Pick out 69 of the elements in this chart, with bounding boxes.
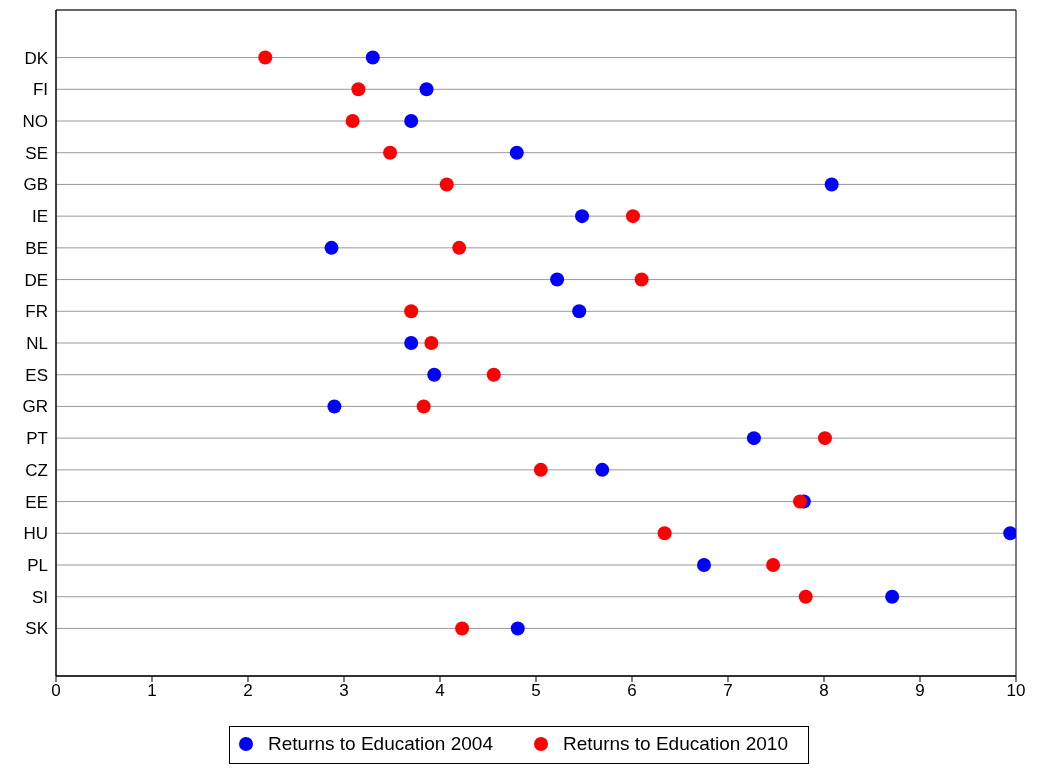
point — [595, 462, 610, 477]
point — [824, 177, 839, 192]
point — [798, 589, 813, 604]
y-tick-label: ES — [25, 365, 48, 385]
y-tick-label: SI — [31, 587, 48, 607]
y-tick-label: NL — [26, 334, 48, 354]
y-tick-label: IE — [31, 207, 48, 227]
x-tick-label: 10 — [1006, 681, 1026, 701]
point — [424, 336, 439, 350]
x-tick-label: 7 — [723, 681, 733, 701]
point — [258, 50, 273, 65]
y-tick-label: CZ — [25, 460, 48, 480]
x-tick-label: 0 — [51, 681, 61, 701]
point — [550, 272, 565, 287]
legend-label: Returns to Education 2004 — [268, 733, 493, 755]
x-tick-label: 5 — [531, 681, 541, 701]
y-tick-label: PL — [27, 556, 48, 576]
y-tick-label: FI — [32, 80, 48, 100]
y-tick-label: SK — [25, 619, 49, 639]
point — [1003, 526, 1016, 541]
point — [404, 114, 419, 128]
y-tick-label: NO — [22, 112, 48, 132]
point — [383, 145, 398, 160]
point — [324, 240, 339, 255]
point — [885, 589, 900, 604]
point — [817, 431, 832, 446]
point — [452, 240, 467, 255]
point — [509, 145, 524, 160]
point — [766, 558, 781, 572]
point — [455, 621, 470, 636]
point — [365, 50, 380, 65]
point — [746, 431, 761, 446]
legend-label: Returns to Education 2010 — [563, 733, 788, 755]
point — [793, 494, 807, 509]
point — [439, 177, 454, 192]
point — [404, 304, 419, 319]
point — [697, 558, 711, 572]
point — [486, 367, 501, 382]
point — [351, 82, 366, 97]
y-tick-label: SE — [25, 143, 48, 163]
x-tick-label: 1 — [147, 681, 157, 701]
y-tick-label: PT — [26, 429, 48, 449]
y-tick-label: FR — [25, 302, 48, 322]
x-tick-label: 2 — [243, 681, 253, 701]
point — [419, 82, 434, 97]
point — [427, 367, 442, 382]
x-tick-label: 3 — [339, 681, 349, 701]
point — [572, 304, 587, 319]
x-tick-label: 9 — [915, 681, 925, 701]
x-tick-label: 4 — [435, 681, 445, 701]
point — [404, 336, 419, 350]
y-tick-label: DE — [24, 270, 48, 290]
point — [416, 399, 431, 414]
y-tick-label: DK — [24, 48, 49, 68]
y-tick-label: GB — [23, 175, 48, 195]
point — [657, 526, 672, 541]
point — [625, 209, 640, 224]
y-tick-label: GR — [22, 397, 48, 417]
point — [327, 399, 342, 414]
point — [510, 621, 525, 636]
point — [345, 114, 360, 128]
y-tick-label: HU — [23, 524, 48, 544]
point — [533, 462, 548, 477]
point — [634, 272, 649, 287]
x-tick-label: 8 — [819, 681, 829, 701]
point — [575, 209, 590, 224]
y-tick-label: EE — [25, 492, 48, 512]
y-tick-label: BE — [25, 238, 48, 258]
x-tick-label: 6 — [627, 681, 637, 701]
